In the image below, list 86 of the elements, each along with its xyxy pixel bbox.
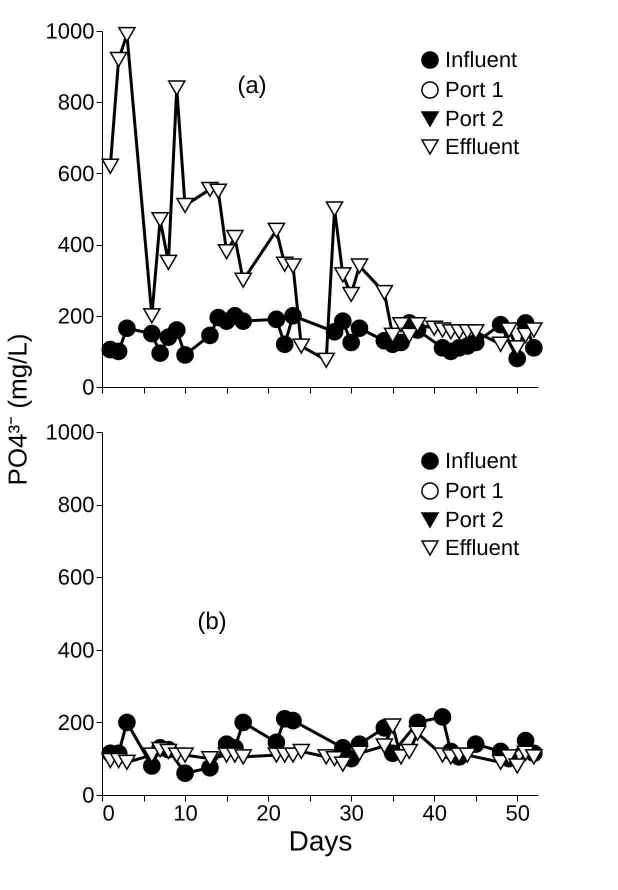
point <box>525 749 543 765</box>
legend-label: Port 2 <box>445 106 504 131</box>
point <box>292 338 310 354</box>
point <box>350 258 368 274</box>
point <box>492 336 510 352</box>
point <box>317 352 336 368</box>
annotation: (b) <box>197 608 227 635</box>
point <box>268 222 286 238</box>
point <box>458 747 476 763</box>
x-tick-label: 50 <box>505 800 530 826</box>
point <box>176 198 194 214</box>
point <box>508 758 526 774</box>
point <box>234 749 252 765</box>
point <box>334 312 352 330</box>
point <box>376 738 394 754</box>
y-tick-label: 200 <box>58 710 94 735</box>
x-tick-label: 20 <box>256 800 281 826</box>
y-tick-label: 600 <box>58 564 94 590</box>
point <box>334 267 352 283</box>
point <box>384 718 402 734</box>
legend-label: Influent <box>445 47 518 72</box>
point <box>176 747 194 763</box>
point <box>408 726 426 742</box>
point <box>151 344 169 362</box>
x-axis-title: Days <box>288 826 352 856</box>
point <box>508 350 526 368</box>
y-tick-label: 0 <box>82 782 94 808</box>
point <box>118 319 136 338</box>
point <box>118 714 136 732</box>
point <box>143 757 161 775</box>
point <box>284 258 302 274</box>
legend-label: Port 1 <box>445 478 504 503</box>
point <box>168 321 186 339</box>
point <box>292 744 310 760</box>
point <box>176 346 194 364</box>
point <box>268 310 286 328</box>
point <box>284 307 302 325</box>
point <box>276 335 294 354</box>
point <box>151 212 169 228</box>
point <box>234 272 252 288</box>
legend-label: Influent <box>445 448 518 473</box>
point <box>209 183 228 199</box>
y-axis-title: PO4³⁻ (mg/L) <box>2 333 33 486</box>
point <box>234 714 252 732</box>
point <box>101 158 120 174</box>
point <box>143 324 161 342</box>
point <box>342 334 360 352</box>
point <box>234 312 252 330</box>
point <box>350 319 368 338</box>
legend-label: Port 1 <box>445 77 504 102</box>
y-tick-label: 800 <box>58 90 94 115</box>
y-tick-label: 1000 <box>46 18 94 44</box>
y-tick-label: 1000 <box>46 420 94 444</box>
x-tick-label: 30 <box>339 800 364 826</box>
x-tick-label: 0 <box>102 800 115 826</box>
legend-label: Effluent <box>445 134 520 159</box>
x-tick-label: 40 <box>422 800 447 826</box>
point <box>434 708 452 726</box>
point <box>334 756 352 772</box>
point <box>218 244 236 260</box>
point <box>376 284 394 300</box>
point <box>525 339 543 357</box>
y-tick-label: 400 <box>58 637 94 662</box>
point <box>226 230 244 246</box>
y-tick-label: 600 <box>58 160 94 186</box>
point <box>201 326 219 344</box>
y-tick-label: 200 <box>58 303 94 328</box>
legend-label: Port 2 <box>445 507 504 532</box>
point <box>342 286 360 302</box>
y-tick-label: 400 <box>58 232 94 258</box>
point <box>143 308 161 324</box>
point <box>326 201 344 217</box>
point <box>392 316 410 332</box>
x-tick-label: 10 <box>173 800 198 826</box>
y-tick-label: 800 <box>58 492 94 518</box>
point <box>500 322 518 338</box>
point <box>160 254 178 270</box>
point <box>176 764 194 782</box>
point <box>525 322 543 338</box>
point <box>400 744 418 760</box>
point <box>110 52 128 68</box>
point <box>350 746 368 761</box>
legend-label: Effluent <box>445 535 520 560</box>
annotation: (a) <box>237 72 267 99</box>
point <box>118 754 136 770</box>
y-tick-label: 0 <box>82 374 94 400</box>
